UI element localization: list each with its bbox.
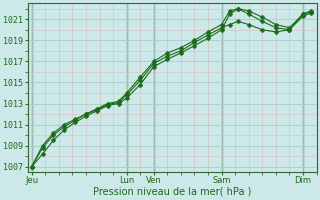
X-axis label: Pression niveau de la mer( hPa ): Pression niveau de la mer( hPa ) bbox=[93, 187, 251, 197]
